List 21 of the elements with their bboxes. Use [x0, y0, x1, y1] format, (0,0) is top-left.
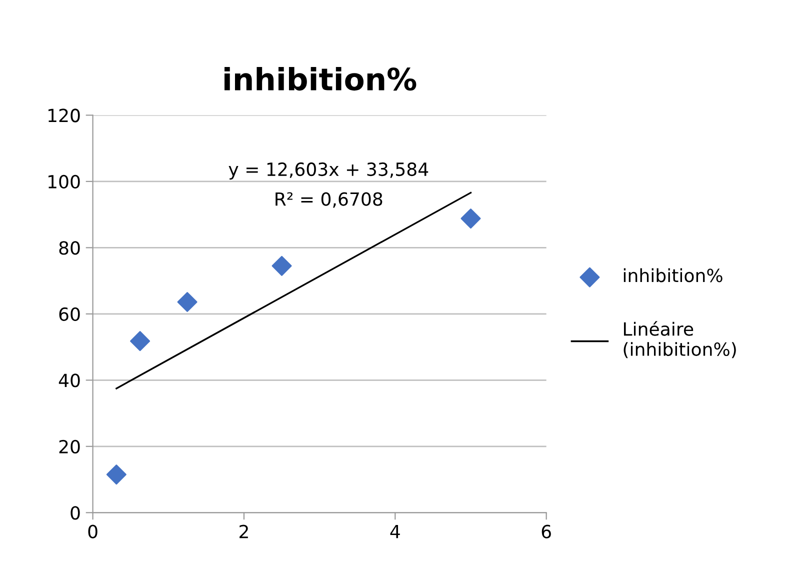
point [130, 331, 150, 352]
chart-title: inhibition% [224, 66, 416, 91]
point [177, 292, 198, 312]
y-tick-label: 20 [59, 440, 80, 454]
legend-label: inhibition% [624, 268, 722, 282]
y-tick-label: 60 [59, 307, 80, 322]
x-tick-label: 6 [542, 524, 551, 538]
y-tick-label: 0 [70, 506, 80, 520]
y-tick-label: 80 [59, 241, 80, 255]
y-tick-label: 100 [48, 174, 80, 189]
x-tick-label: 0 [88, 524, 98, 538]
point [106, 464, 126, 485]
legend-label: Linéaire (inhibition%) [624, 321, 736, 358]
x-tick-label: 4 [390, 525, 400, 538]
annotation: R² = 0,6708 [276, 192, 382, 208]
point [272, 256, 292, 276]
annotation: y = 12,603x + 33,584 [228, 162, 428, 180]
y-tick-label: 120 [48, 108, 80, 122]
y-tick-label: 40 [58, 374, 80, 388]
point [460, 208, 481, 229]
x-tick-label: 2 [240, 524, 248, 538]
